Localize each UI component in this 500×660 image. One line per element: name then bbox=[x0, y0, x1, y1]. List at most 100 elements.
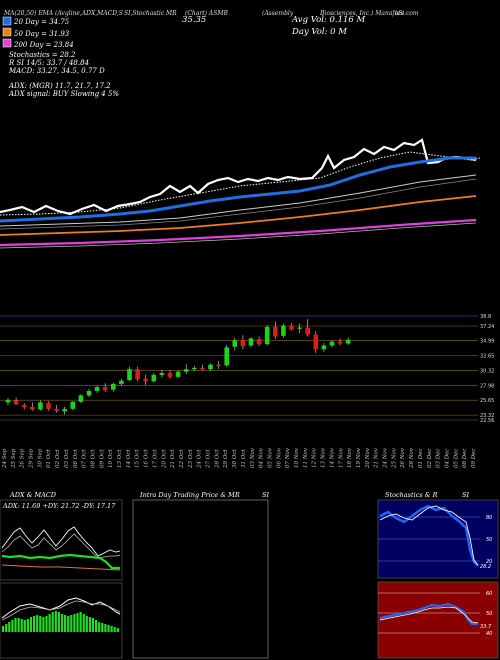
rsi-level-50: 50 bbox=[486, 611, 492, 617]
macd-histogram-bar bbox=[33, 616, 36, 632]
price-level-label: 23.32 bbox=[480, 413, 494, 419]
date-label: 15 Oct bbox=[135, 449, 141, 468]
macd-histogram-bar bbox=[64, 615, 67, 632]
candle-body bbox=[127, 369, 132, 381]
date-label: 17 Oct bbox=[152, 449, 158, 468]
macd-histogram-bar bbox=[51, 612, 54, 632]
price-line-upper bbox=[0, 138, 477, 216]
macd-histogram-bar bbox=[54, 611, 57, 632]
price-level-label: 32.65 bbox=[480, 353, 494, 359]
date-label: 04 Dec bbox=[444, 449, 450, 469]
date-label: 30 Sep bbox=[37, 448, 43, 468]
rsi-level-60: 60 bbox=[486, 591, 492, 597]
adx-panel-title: ADX & MACD bbox=[10, 491, 56, 499]
date-label: 09 Dec bbox=[471, 449, 477, 469]
candle-body bbox=[232, 340, 238, 347]
date-label: 27 Oct bbox=[206, 449, 212, 469]
rsi-line bbox=[379, 602, 478, 626]
adx-minus-di-line bbox=[1, 533, 121, 559]
macd-histogram-bar bbox=[70, 615, 73, 632]
date-label: 18 Nov bbox=[347, 447, 353, 468]
candle-body bbox=[143, 378, 148, 382]
date-label: 24 Nov bbox=[383, 447, 389, 469]
date-label: 06 Nov bbox=[276, 447, 282, 468]
macd-histogram-bar bbox=[116, 628, 119, 632]
macd-histogram-bar bbox=[8, 622, 11, 632]
date-label: 05 Nov bbox=[267, 447, 273, 468]
candle-body bbox=[256, 339, 262, 345]
legend-rsi: R SI 14/5: 33.7 / 48.84 bbox=[9, 59, 90, 67]
ma200-line bbox=[0, 218, 477, 247]
date-label: 23 Oct bbox=[188, 449, 194, 469]
legend-stochastics: Stochastics = 28.2 bbox=[9, 51, 76, 59]
macd-signal-line bbox=[1, 600, 121, 621]
adx-plus-di-line bbox=[1, 526, 121, 557]
price-level-label: 37.24 bbox=[480, 324, 494, 330]
date-label: 16 Oct bbox=[144, 449, 150, 468]
macd-histogram-bar bbox=[91, 618, 95, 632]
candle-body bbox=[94, 387, 100, 391]
candle-body bbox=[224, 347, 229, 366]
date-label: 29 Oct bbox=[223, 449, 229, 469]
candle-body bbox=[5, 399, 11, 403]
candle-body bbox=[175, 371, 181, 377]
candle-body bbox=[86, 390, 92, 396]
intraday-panel-frame bbox=[132, 499, 269, 659]
macd-histogram-bar bbox=[11, 620, 14, 632]
stoch-panel-title-suffix: SI bbox=[462, 491, 470, 499]
legend-macd: MACD: 33.27, 34.5, 0.77 D bbox=[9, 67, 105, 75]
macd-histogram-bar bbox=[104, 624, 107, 632]
ma50-line bbox=[0, 195, 477, 236]
stoch-level-80: 80 bbox=[486, 515, 492, 521]
date-label: 04 Nov bbox=[259, 447, 265, 468]
macd-histogram-bar bbox=[110, 626, 113, 632]
date-label: 06 Oct bbox=[73, 449, 79, 468]
candle-body bbox=[305, 327, 310, 335]
candle-body bbox=[216, 364, 221, 366]
ma200-swatch bbox=[2, 38, 12, 48]
candle-body bbox=[21, 405, 27, 407]
date-label: 28 Oct bbox=[214, 449, 220, 469]
date-label: 26 Sep bbox=[20, 448, 26, 469]
candle-body bbox=[281, 325, 286, 336]
ma50-grey-line bbox=[0, 174, 477, 227]
macd-histogram-bar bbox=[26, 619, 29, 632]
day-volume: Day Vol: 0 M bbox=[292, 27, 347, 37]
date-label: 17 Nov bbox=[338, 447, 344, 468]
candle-body bbox=[297, 327, 302, 329]
candle-body bbox=[337, 341, 343, 344]
date-label: 24 Oct bbox=[197, 449, 203, 469]
stoch-d-line bbox=[379, 505, 479, 566]
date-label: 31 Oct bbox=[241, 449, 247, 468]
rsi-value: 33.7 bbox=[480, 624, 492, 630]
candle-body bbox=[70, 401, 76, 409]
macd-histogram-bar bbox=[42, 617, 45, 632]
macd-histogram-bar bbox=[88, 617, 91, 632]
macd-histogram-bar bbox=[17, 618, 20, 632]
date-label: 01 Dec bbox=[418, 449, 424, 469]
macd-histogram-bar bbox=[23, 620, 26, 632]
macd-histogram-bar bbox=[29, 617, 33, 632]
candle-body bbox=[248, 338, 254, 346]
candle-body bbox=[345, 339, 351, 344]
date-label: 01 Oct bbox=[46, 449, 52, 468]
date-axis: 24 Sep 25 Sep 26 Sep 29 Sep 30 Sep 01 Oct 02 O… bbox=[2, 447, 477, 469]
price-dotted-line bbox=[0, 151, 481, 216]
price-level-label: 27.98 bbox=[480, 383, 494, 389]
candle-body bbox=[102, 387, 108, 391]
header-title-6: tes.com bbox=[395, 10, 419, 17]
header-title-4: (Assembly bbox=[262, 10, 294, 17]
date-label: 03 Dec bbox=[436, 449, 442, 469]
legend-ma50: 50 Day = 31.93 bbox=[14, 30, 70, 38]
macd-histogram-bar bbox=[101, 623, 104, 632]
date-label: 05 Dec bbox=[453, 449, 459, 469]
candle-body bbox=[240, 340, 246, 347]
rsi-panel bbox=[377, 581, 499, 659]
date-label: 02 Oct bbox=[55, 449, 61, 468]
stoch-panel-title: Stochastics & R bbox=[385, 491, 438, 499]
date-label: 25 Nov bbox=[391, 447, 397, 469]
candle-body bbox=[167, 372, 173, 377]
date-label: 25 Sep bbox=[11, 448, 17, 469]
macd-histogram-bar bbox=[36, 615, 39, 632]
